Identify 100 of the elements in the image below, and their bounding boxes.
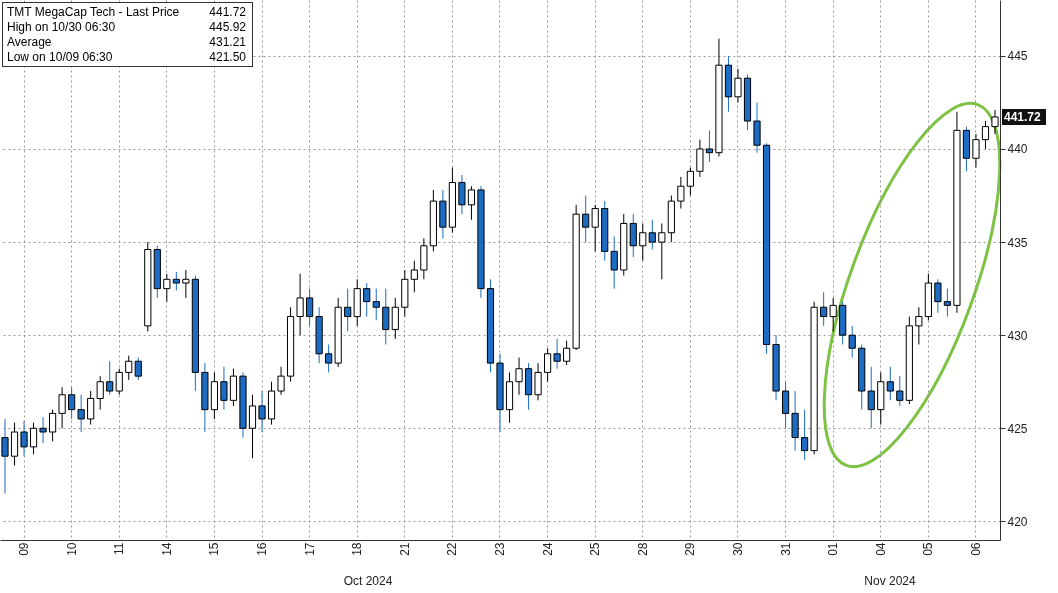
candlestick	[886, 366, 894, 401]
x-tick-label: 10	[64, 542, 79, 556]
x-tick-label: 16	[255, 542, 270, 556]
candlestick	[248, 394, 257, 459]
annotation: 421.50	[209, 50, 246, 64]
candlestick	[648, 219, 656, 251]
candlestick	[29, 422, 38, 455]
y-tick-label: 445	[1007, 49, 1028, 64]
candlestick	[734, 68, 742, 103]
candlestick	[820, 291, 828, 327]
candlestick	[296, 273, 304, 336]
candlestick	[848, 325, 856, 359]
candlestick	[582, 195, 590, 243]
candlestick	[658, 222, 666, 280]
candlestick	[58, 386, 66, 429]
candlestick	[534, 362, 542, 401]
candlestick	[410, 260, 418, 293]
candlestick	[325, 343, 333, 373]
annotation: High on 10/30 06:30	[7, 20, 117, 34]
annotation: 441.72	[209, 5, 246, 19]
candlestick	[991, 109, 999, 135]
candlestick	[867, 366, 875, 429]
candlestick	[372, 288, 380, 321]
candlestick	[696, 139, 704, 178]
x-tick-label: 21	[397, 542, 412, 556]
candlestick	[829, 297, 837, 332]
annotation: 441.72	[1004, 109, 1042, 124]
x-tick-label: 31	[778, 542, 793, 556]
x-tick-label: 14	[159, 542, 174, 556]
annotation: 445.92	[209, 20, 246, 34]
candlestick	[677, 176, 685, 210]
y-tick-label: 430	[1007, 328, 1028, 343]
candlestick	[125, 355, 133, 381]
candlestick	[639, 222, 647, 262]
candlestick	[77, 394, 85, 433]
candlestick	[915, 306, 923, 345]
x-tick-label: 04	[873, 542, 888, 556]
x-tick-label: 25	[588, 542, 603, 556]
annotation: TMT MegaCap Tech - Last Price	[7, 5, 180, 19]
x-tick-label: 01	[826, 542, 841, 556]
candlestick	[553, 338, 561, 370]
candlestick	[781, 381, 790, 429]
candlestick	[115, 368, 123, 396]
candlestick	[591, 204, 599, 252]
candlestick	[801, 409, 809, 461]
x-tick-label: 17	[302, 542, 317, 556]
candlestick	[1, 418, 9, 494]
candlestick	[220, 366, 228, 411]
text: Oct 2024	[343, 574, 393, 588]
candlestick	[172, 271, 180, 291]
candlestick	[515, 357, 523, 396]
candlestick	[163, 273, 171, 303]
candlestick	[106, 360, 114, 396]
candlestick	[134, 357, 142, 381]
candlestick	[943, 288, 951, 318]
x-tick-label: 24	[540, 542, 555, 556]
x-tick-label: 18	[350, 542, 365, 556]
candlestick	[39, 416, 47, 444]
y-tick-label: 440	[1007, 142, 1028, 157]
x-tick-label: 28	[635, 542, 650, 556]
candlestick	[87, 390, 95, 426]
candlestick	[972, 133, 980, 169]
candlestick	[544, 347, 552, 383]
candlestick	[896, 375, 904, 407]
candlestick	[686, 167, 694, 197]
candlestick	[610, 235, 618, 290]
candlestick	[49, 409, 57, 442]
candlestick	[344, 288, 352, 332]
candlestick	[306, 288, 314, 327]
candlestick	[258, 390, 266, 433]
annotation: Average	[7, 35, 53, 49]
candlestick	[382, 288, 390, 345]
x-tick-label: 29	[683, 542, 698, 556]
candlestick	[467, 185, 476, 221]
candlestick	[458, 174, 466, 215]
candlestick	[277, 366, 285, 396]
y-tick-label: 420	[1007, 514, 1028, 529]
x-tick-label: 30	[730, 542, 745, 556]
candlestick	[981, 120, 990, 150]
annotation: 431.21	[209, 35, 246, 49]
x-tick-label: 23	[493, 542, 507, 556]
candlestick	[391, 297, 399, 340]
x-tick-label: 05	[921, 542, 936, 556]
annotation: Low on 10/09 06:30	[7, 50, 114, 64]
candlestick	[629, 213, 637, 258]
candlestick	[934, 278, 942, 314]
x-tick-label: 06	[968, 542, 983, 556]
candlestick	[68, 386, 76, 420]
x-tick-label: 22	[445, 542, 460, 556]
text: Nov 2024	[864, 574, 916, 588]
candlestick	[96, 375, 104, 411]
x-tick-label: 09	[17, 542, 32, 556]
x-tick-label: 15	[207, 542, 222, 556]
candlestick	[20, 420, 28, 457]
candlestick	[363, 282, 371, 318]
x-tick-label: 11	[112, 542, 127, 555]
candlestick	[182, 269, 190, 299]
y-tick-label: 425	[1007, 421, 1028, 436]
candlestick	[563, 340, 571, 366]
y-tick-label: 435	[1007, 235, 1028, 250]
